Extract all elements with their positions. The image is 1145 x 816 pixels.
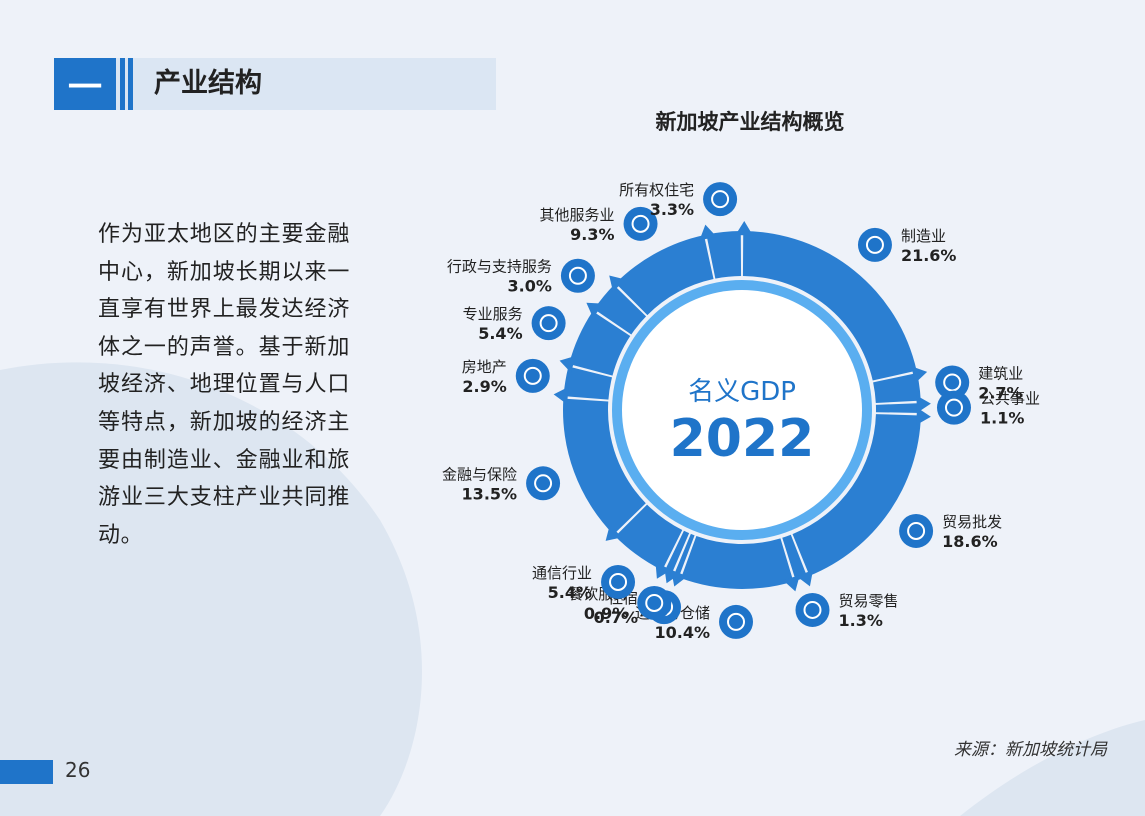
slice-value-label: 0.7% bbox=[594, 608, 638, 627]
slice-value-label: 18.6% bbox=[942, 532, 998, 551]
slice-label: 房地产 bbox=[462, 358, 507, 376]
intro-paragraph: 作为亚太地区的主要金融中心，新加坡长期以来一直享有世界上最发达经济体之一的声誉。… bbox=[98, 222, 350, 548]
slice-1 bbox=[873, 373, 921, 403]
slice-pointer bbox=[782, 575, 800, 592]
slice-label: 其他服务业 bbox=[540, 206, 615, 224]
section-header: 一 产业结构 bbox=[54, 58, 496, 110]
slice-label: 所有权住宅 bbox=[619, 181, 694, 199]
slice-pointer bbox=[655, 562, 672, 579]
slice-value-label: 3.3% bbox=[650, 200, 694, 219]
slice-label: 通信行业 bbox=[532, 564, 592, 582]
slice-value-label: 2.7% bbox=[978, 383, 1022, 402]
slice-13 bbox=[615, 235, 714, 316]
person-icon bbox=[623, 206, 658, 241]
slice-pointer bbox=[605, 524, 622, 541]
slice-pointer bbox=[553, 386, 569, 405]
slice-pointer bbox=[916, 395, 931, 413]
center-disc bbox=[622, 290, 862, 530]
slice-label: 行政与支持服务 bbox=[447, 258, 552, 276]
slice-label: 贸易零售 bbox=[838, 592, 898, 610]
slice-label: 公共事业 bbox=[980, 390, 1040, 408]
slice-value-label: 1.1% bbox=[980, 409, 1024, 428]
slice-2 bbox=[875, 403, 921, 413]
slice-value-label: 1.3% bbox=[838, 611, 882, 630]
section-number: 一 bbox=[54, 58, 116, 110]
chart-title: 新加坡产业结构概览 bbox=[655, 110, 845, 134]
slice-value-label: 21.6% bbox=[901, 246, 957, 265]
slice-value-label: 9.3% bbox=[570, 225, 614, 244]
slice-value-label: 5.4% bbox=[548, 583, 592, 602]
slice-pointer bbox=[559, 355, 576, 373]
slice-14 bbox=[706, 231, 742, 279]
page-marker bbox=[0, 760, 53, 784]
slice-7 bbox=[664, 530, 690, 575]
slice-0 bbox=[742, 231, 917, 381]
dollar-icon bbox=[526, 466, 561, 501]
slice-pointer bbox=[916, 407, 931, 425]
section-title: 产业结构 bbox=[154, 68, 262, 99]
box-icon bbox=[857, 227, 892, 262]
slice-pointer bbox=[911, 366, 928, 384]
section-divider bbox=[128, 58, 133, 110]
slice-11 bbox=[568, 311, 631, 376]
building-icon bbox=[935, 365, 970, 400]
slice-value-label: 13.5% bbox=[462, 484, 518, 503]
slice-4 bbox=[782, 534, 808, 581]
safe-icon bbox=[795, 592, 830, 627]
slice-3 bbox=[792, 414, 921, 576]
house-icon bbox=[703, 182, 738, 217]
slice-value-label: 2.9% bbox=[462, 377, 506, 396]
slice-pointer bbox=[586, 302, 604, 318]
cart-icon bbox=[719, 604, 754, 639]
slice-10 bbox=[563, 366, 613, 400]
slice-label: 贸易批发 bbox=[942, 513, 1002, 531]
document-icon bbox=[515, 358, 550, 393]
coins-icon bbox=[637, 585, 672, 620]
section-divider bbox=[120, 58, 125, 110]
slice-pointer bbox=[699, 224, 717, 241]
center-label: 名义GDP bbox=[688, 377, 796, 407]
slice-8 bbox=[615, 504, 683, 571]
phone-icon bbox=[601, 564, 636, 599]
slice-value-label: 0.9% bbox=[584, 604, 628, 623]
slice-9 bbox=[563, 398, 646, 535]
slice-label: 建筑业 bbox=[978, 364, 1023, 382]
slice-12 bbox=[594, 285, 647, 335]
slice-value-label: 3.0% bbox=[508, 277, 552, 296]
slice-label: 金融与保险 bbox=[442, 465, 517, 483]
page-number: 26 bbox=[65, 758, 91, 782]
slice-pointer bbox=[796, 569, 814, 587]
org-chart-icon bbox=[560, 258, 595, 293]
slice-label: 专业服务 bbox=[463, 305, 523, 323]
center-year: 2022 bbox=[670, 409, 815, 469]
slice-5 bbox=[681, 535, 794, 590]
telephone-icon bbox=[531, 306, 566, 341]
pie-chart-icon bbox=[899, 513, 934, 548]
slice-label: 制造业 bbox=[901, 227, 946, 245]
slice-pointer bbox=[609, 275, 626, 292]
slice-6 bbox=[673, 533, 695, 578]
source-note: 来源：新加坡统计局 bbox=[954, 740, 1107, 760]
slice-value-label: 5.4% bbox=[478, 324, 522, 343]
people-icon bbox=[936, 390, 971, 425]
slice-value-label: 10.4% bbox=[654, 623, 710, 642]
